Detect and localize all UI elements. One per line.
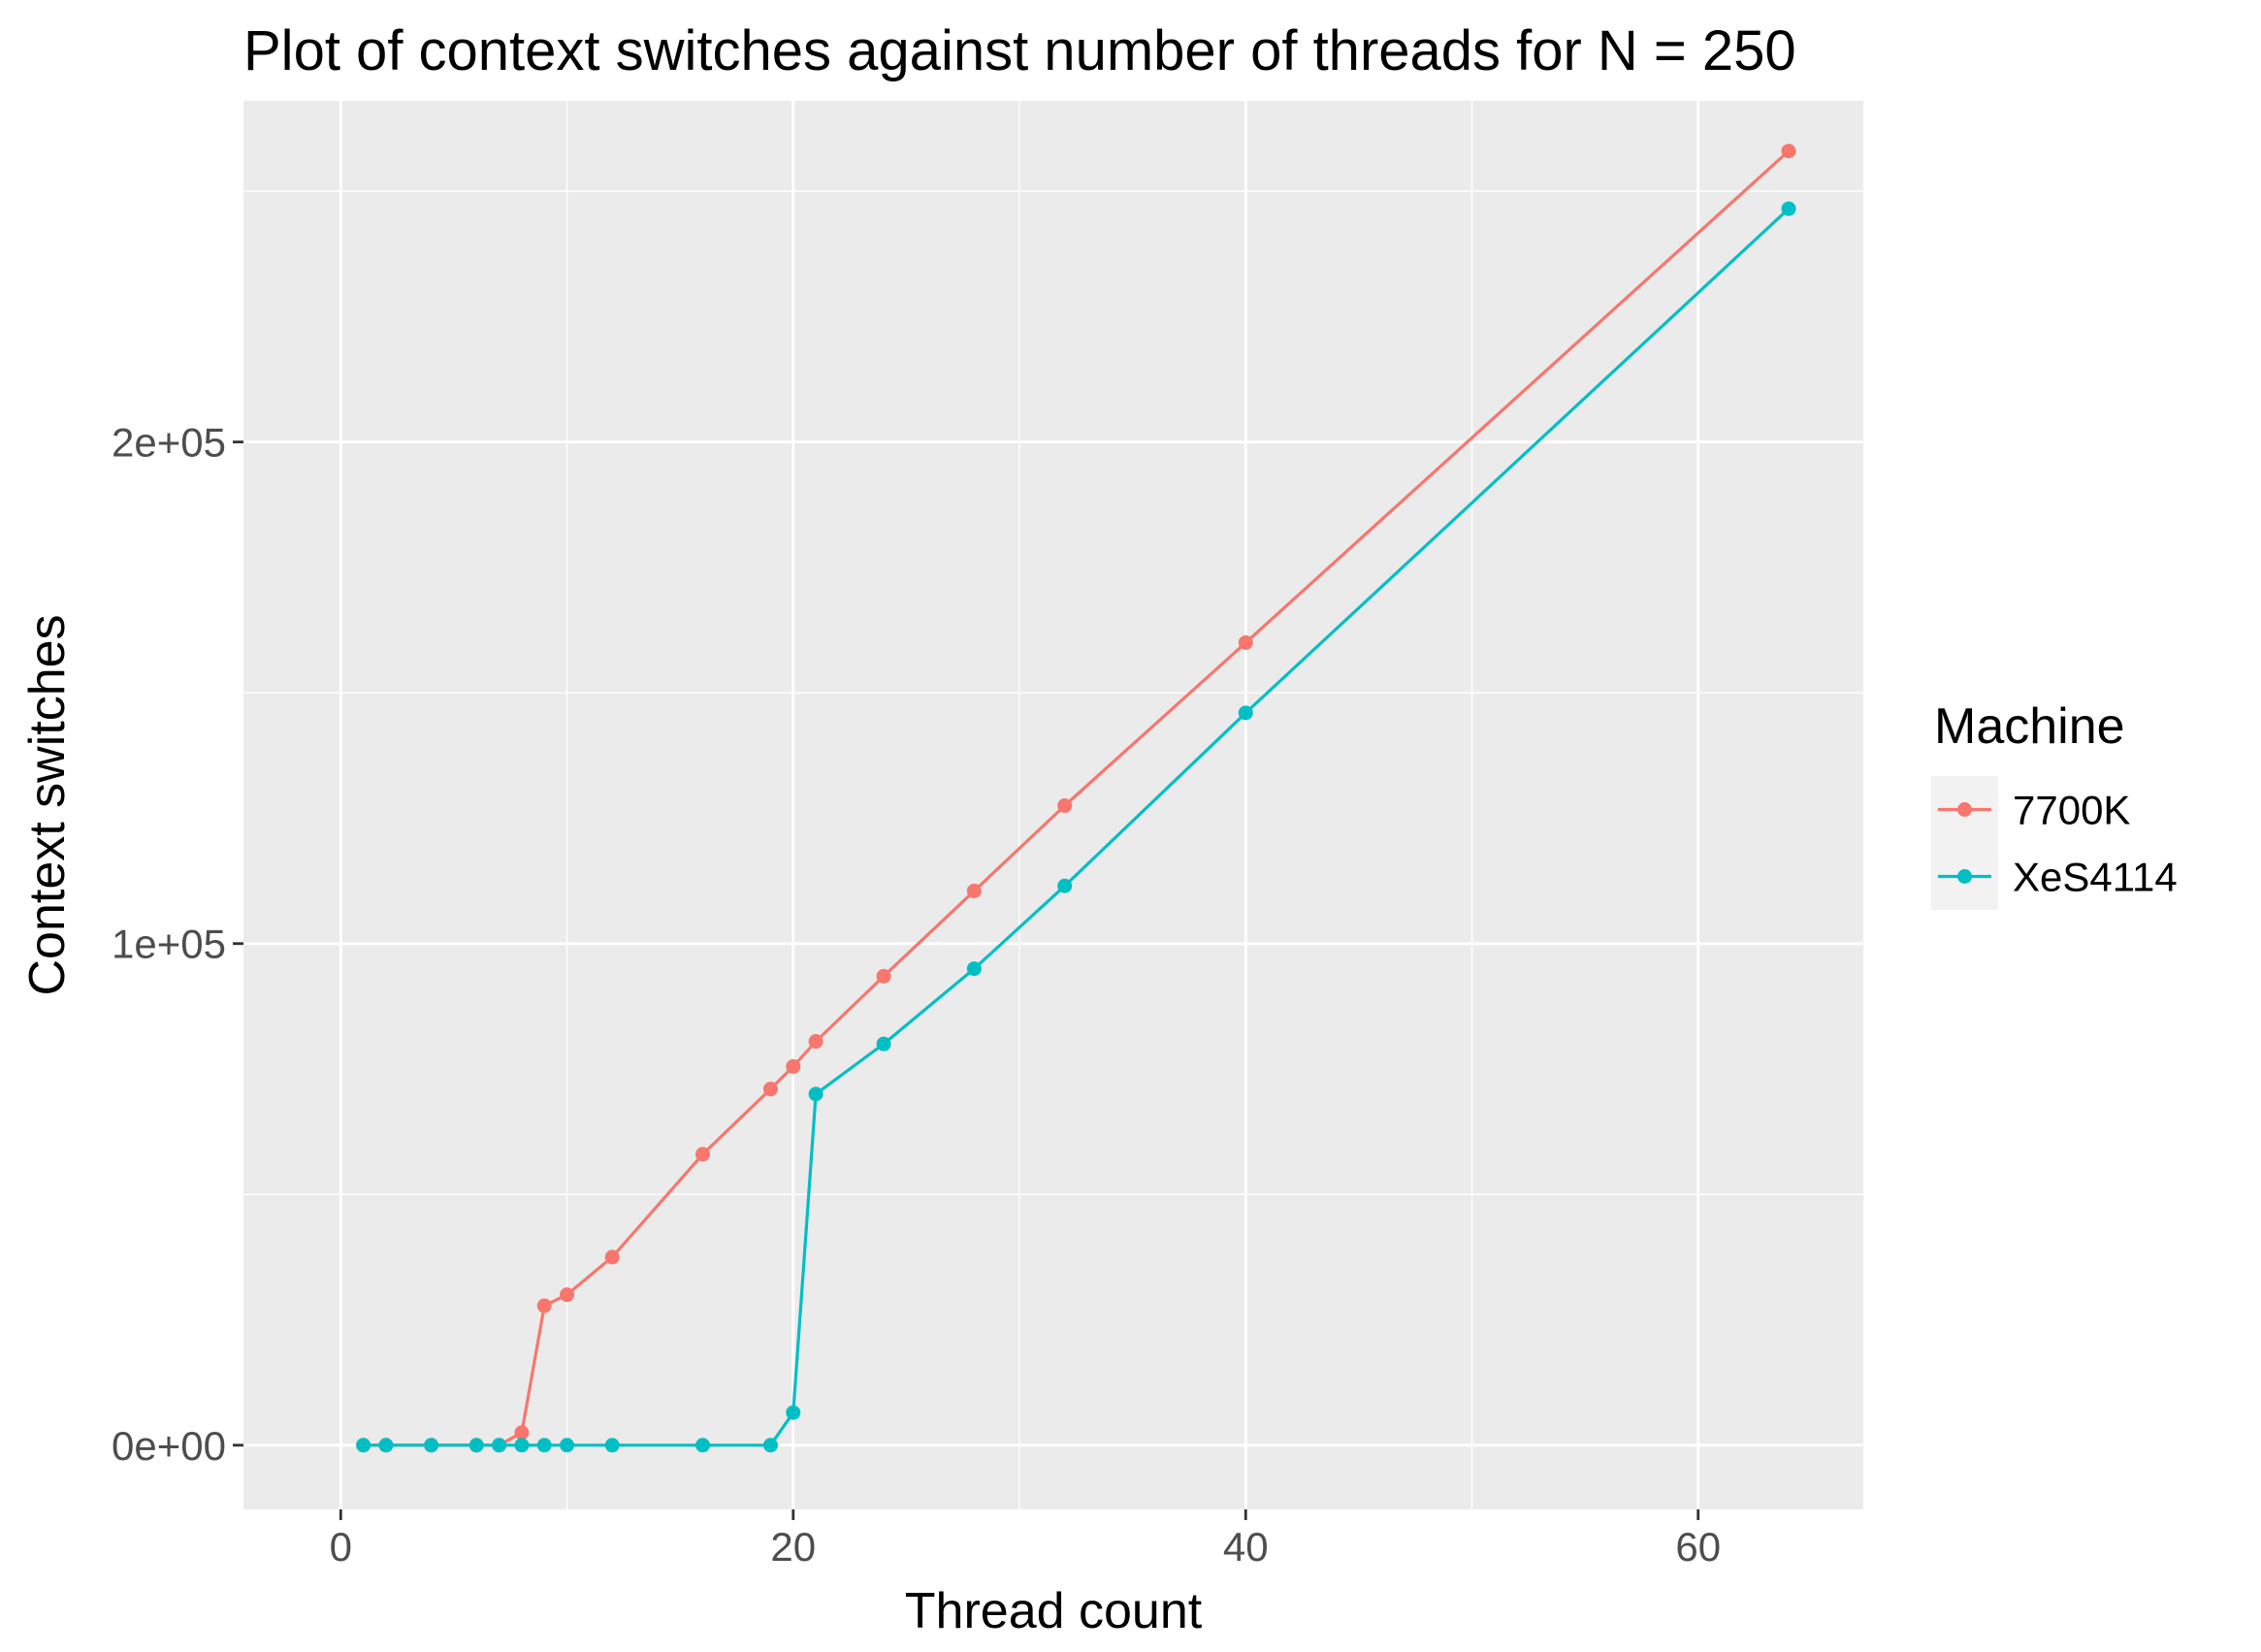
x-tick-label: 40 bbox=[1223, 1524, 1269, 1570]
data-point bbox=[1238, 705, 1253, 721]
data-point bbox=[876, 968, 891, 984]
data-point bbox=[966, 961, 982, 977]
legend: Machine 7700K XeS4114 bbox=[1931, 698, 2178, 910]
legend-title: Machine bbox=[1934, 698, 2125, 755]
data-point bbox=[1781, 144, 1796, 159]
y-tick-label: 2e+05 bbox=[112, 420, 226, 466]
data-point bbox=[424, 1438, 439, 1453]
data-point bbox=[560, 1287, 575, 1303]
legend-label: XeS4114 bbox=[2013, 855, 2178, 900]
data-point bbox=[604, 1249, 620, 1265]
tick-labels: 0 20 40 60 0e+00 1e+05 2e+05 bbox=[112, 420, 1721, 1570]
data-point bbox=[536, 1298, 552, 1313]
data-point bbox=[762, 1082, 778, 1097]
data-point bbox=[1781, 201, 1796, 216]
data-point bbox=[694, 1147, 710, 1162]
data-point bbox=[786, 1058, 801, 1074]
data-point bbox=[808, 1034, 824, 1050]
data-point bbox=[378, 1438, 394, 1453]
y-axis-title: Context switches bbox=[19, 614, 76, 995]
data-point bbox=[468, 1438, 484, 1453]
legend-key-point bbox=[1957, 869, 1972, 884]
data-point bbox=[492, 1438, 507, 1453]
y-tick-label: 1e+05 bbox=[112, 922, 226, 967]
series-layer bbox=[356, 144, 1796, 1453]
series-points-XeS4114 bbox=[356, 201, 1796, 1453]
x-tick-label: 0 bbox=[330, 1524, 352, 1570]
legend-key-point bbox=[1957, 802, 1972, 817]
data-point bbox=[762, 1438, 778, 1453]
data-point bbox=[808, 1086, 824, 1102]
data-point bbox=[356, 1438, 371, 1453]
data-point bbox=[694, 1438, 710, 1453]
y-tick-label: 0e+00 bbox=[112, 1423, 226, 1469]
minor-gridlines bbox=[243, 101, 1863, 1509]
data-point bbox=[604, 1438, 620, 1453]
data-point bbox=[786, 1405, 801, 1420]
series-line bbox=[363, 208, 1791, 1447]
data-point bbox=[536, 1438, 552, 1453]
series-XeS4114 bbox=[363, 208, 1791, 1447]
x-tick-label: 60 bbox=[1675, 1524, 1721, 1570]
data-point bbox=[560, 1438, 575, 1453]
data-point bbox=[1057, 798, 1073, 814]
data-point bbox=[514, 1425, 530, 1441]
legend-label: 7700K bbox=[2013, 788, 2130, 833]
data-point bbox=[514, 1438, 530, 1453]
data-point bbox=[1238, 634, 1253, 650]
data-point bbox=[876, 1036, 891, 1052]
axis-ticks bbox=[233, 440, 1700, 1520]
data-point bbox=[1057, 878, 1073, 893]
chart-title: Plot of context switches against number … bbox=[243, 19, 1796, 82]
data-point bbox=[966, 883, 982, 898]
plot-panel bbox=[243, 101, 1863, 1509]
x-axis-title: Thread count bbox=[905, 1583, 1203, 1639]
x-tick-label: 20 bbox=[770, 1524, 816, 1570]
